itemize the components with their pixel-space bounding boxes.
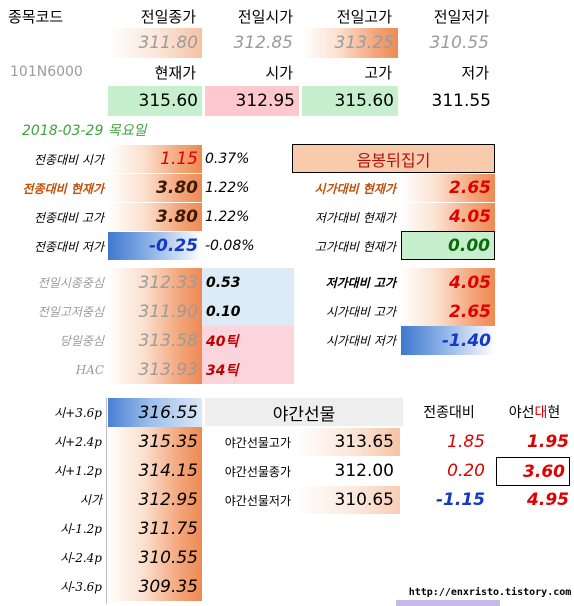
range-label-open-low: 시가대비 저가 [325,334,396,348]
prev-low-value: 310.55 [429,33,489,53]
open-value: 312.95 [205,86,299,116]
pivot-label-p24: 시+2.4p [54,435,102,449]
center-value-prev-oc: 312.33 [108,268,202,297]
range-value-low-current: 4.05 [401,203,495,231]
range-label-open-high: 시가대비 고가 [325,305,396,319]
candle-signal-badge: 음봉뒤집기 [292,144,495,173]
night-diff-low: -1.15 [436,490,485,510]
center-extra-hac: 34틱 [202,355,294,384]
trade-date: 2018-03-29 목요일 [22,123,147,139]
open-header: 시가 [265,63,293,82]
low-value: 311.55 [431,91,491,111]
center-value-hac: 313.93 [108,355,202,384]
night-col-vs-header: 야선 대 현 [495,398,574,426]
bottom-accent-strip [396,600,500,606]
center-value-today: 313.58 [108,326,202,355]
blog-watermark-link[interactable]: http://enxristo.tistory.com [408,586,572,598]
night-value-close: 312.00 [334,461,394,481]
current-price-value: 315.60 [108,86,202,116]
prev-close-header: 전일종가 [140,7,196,26]
night-col-vs-highlight: 대 [534,405,548,421]
prev-high-header: 전일고가 [336,7,392,26]
range-value-open-low: -1.40 [401,326,495,355]
pivot-label-p12: 시+1.2p [54,464,102,478]
pivot-label-p36: 시+3.6p [54,406,102,420]
high-header: 고가 [364,63,392,82]
prev-close-value: 311.80 [108,28,202,58]
center-extra-today: 40틱 [202,326,294,355]
night-col-prev-header: 전종대비 [423,405,475,421]
pivot-value-m24: 310.55 [108,543,202,572]
range-label-low-high: 저가대비 고가 [325,276,396,290]
night-value-high: 313.65 [296,428,400,456]
prev-open-value: 312.85 [233,33,293,53]
center-label-prev-hl: 전일고저중심 [37,305,104,319]
night-futures-title: 야간선물 [205,398,403,426]
compare-pct-high: 1.22% [205,209,250,225]
compare-value-high: 3.80 [108,203,202,231]
range-label-low-current: 저가대비 현재가 [314,210,396,225]
night-value-low: 310.65 [296,486,400,514]
compare-value-current: 3.80 [108,174,202,202]
range-value-high-current: 0.00 [401,231,495,260]
compare-pct-low: -0.08% [205,238,255,254]
compare-value-open: 1.15 [108,145,202,173]
compare-pct-current: 1.22% [205,180,250,196]
pivot-label-open: 시가 [79,493,102,507]
night-label-close: 야간선물종가 [224,464,291,479]
pivot-value-p36: 316.55 [108,398,202,427]
prev-low-header: 전일저가 [433,7,489,26]
pivot-value-open: 312.95 [108,485,202,514]
pivot-value-p12: 314.15 [108,456,202,485]
center-label-today: 당일중심 [59,334,104,348]
compare-label-current: 전종대비 현재가 [22,181,104,196]
night-label-low: 야간선물저가 [224,493,291,508]
pivot-label-m24: 시-2.4p [60,551,102,565]
center-extra-prev-hl: 0.10 [202,297,294,326]
night-diff-high: 1.85 [447,432,485,452]
compare-pct-open: 0.37% [205,151,250,167]
code-label: 종목코드 [8,7,64,26]
high-value: 315.60 [302,86,398,116]
range-value-open-current: 2.65 [401,174,495,202]
current-price-header: 현재가 [154,63,196,82]
night-diff-close: 0.20 [447,461,485,481]
night-col-vs-prefix: 야선 [508,405,535,421]
center-value-prev-hl: 311.90 [108,297,202,326]
night-vs-low: 4.95 [527,490,569,510]
low-header: 저가 [461,63,489,82]
range-label-high-current: 고가대비 현재가 [314,239,396,254]
pivot-value-m12: 311.75 [108,514,202,543]
center-label-prev-oc: 전일시종중심 [37,276,104,290]
pivot-value-p24: 315.35 [108,427,202,456]
compare-label-low: 전종대비 저가 [33,239,104,254]
range-value-open-high: 2.65 [401,297,495,326]
prev-high-value: 313.25 [302,28,398,58]
compare-value-low: -0.25 [108,232,202,260]
code-value: 101N6000 [10,64,83,80]
pivot-label-m36: 시-3.6p [60,580,102,594]
pivot-divider [106,398,107,604]
pivot-value-m36: 309.35 [108,572,202,601]
range-value-low-high: 4.05 [401,268,495,297]
night-vs-high: 1.95 [527,432,569,452]
compare-label-open: 전종대비 시가 [33,152,104,167]
night-vs-close: 3.60 [496,457,570,486]
range-label-open-current: 시가대비 현재가 [314,181,396,196]
compare-label-high: 전종대비 고가 [33,210,104,225]
pivot-label-m12: 시-1.2p [60,522,102,536]
center-label-hac: HAC [75,362,104,377]
prev-open-header: 전일시가 [237,7,293,26]
night-col-vs-suffix: 현 [547,405,561,421]
center-extra-prev-oc: 0.53 [202,268,294,297]
night-label-high: 야간선물고가 [224,435,291,450]
